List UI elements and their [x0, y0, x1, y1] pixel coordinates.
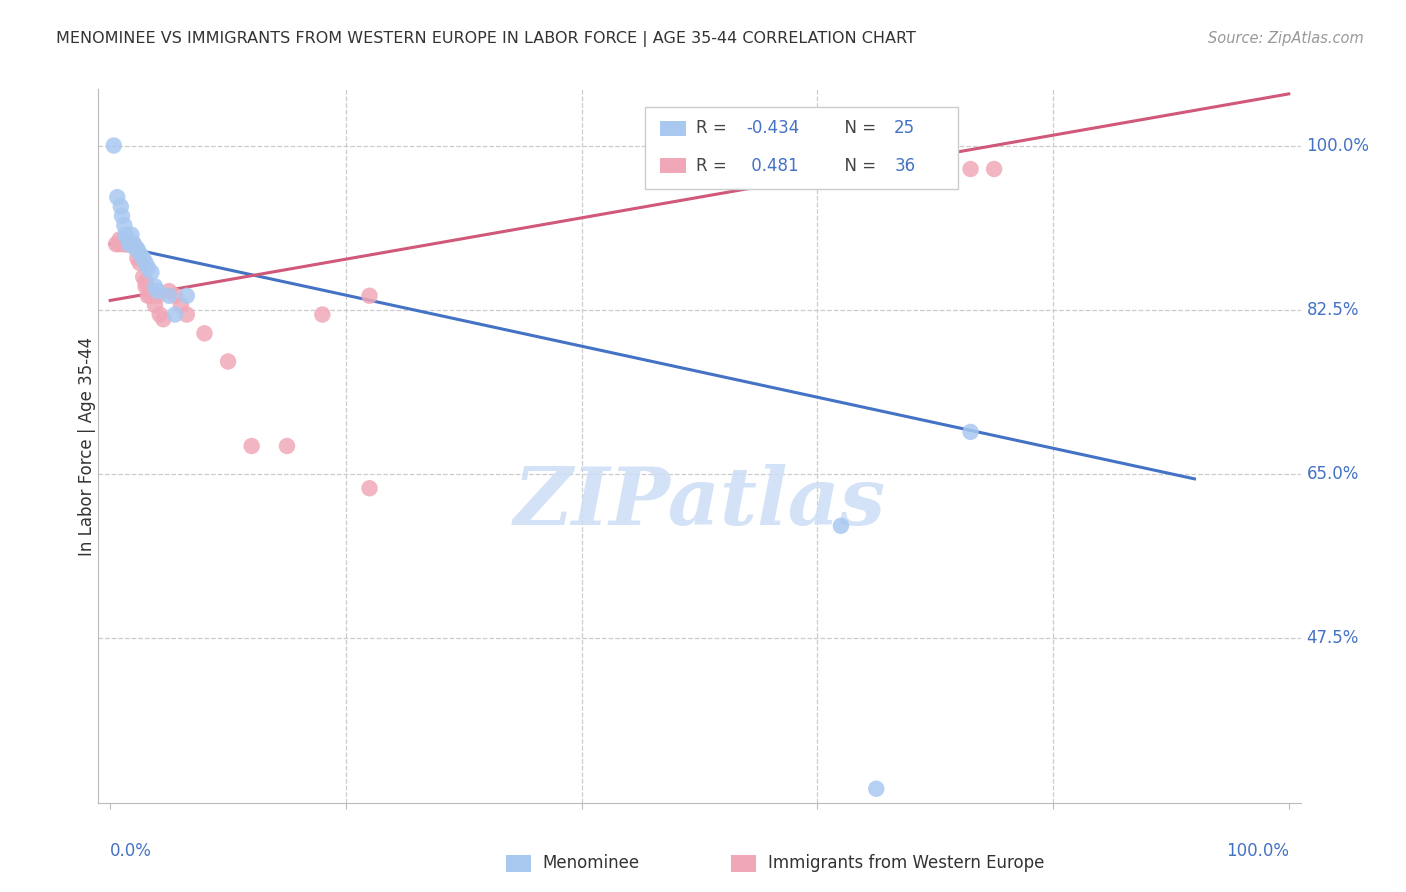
- Point: [959, 161, 981, 176]
- Text: -0.434: -0.434: [747, 120, 800, 137]
- Point: [128, 256, 150, 270]
- Text: N =: N =: [834, 120, 882, 137]
- Point: [127, 242, 149, 256]
- Point: [117, 237, 139, 252]
- Point: [118, 237, 141, 252]
- Point: [125, 242, 148, 256]
- Point: [120, 237, 142, 252]
- Point: [157, 289, 180, 303]
- Bar: [659, 158, 686, 173]
- Text: 25: 25: [894, 120, 915, 137]
- Point: [865, 781, 887, 796]
- Point: [157, 284, 180, 298]
- Point: [107, 237, 129, 252]
- Text: Source: ZipAtlas.com: Source: ZipAtlas.com: [1208, 31, 1364, 46]
- Point: [359, 289, 381, 303]
- Point: [163, 308, 186, 322]
- Point: [132, 270, 155, 285]
- Point: [240, 439, 263, 453]
- Text: Menominee: Menominee: [543, 855, 640, 872]
- Point: [111, 237, 134, 252]
- Point: [120, 227, 142, 242]
- Point: [108, 232, 131, 246]
- Point: [276, 439, 298, 453]
- Point: [163, 289, 186, 303]
- Point: [122, 237, 145, 252]
- Point: [959, 425, 981, 439]
- Point: [112, 237, 135, 252]
- Point: [217, 354, 239, 368]
- Point: [118, 237, 141, 252]
- Point: [830, 518, 852, 533]
- Point: [136, 289, 159, 303]
- Point: [143, 298, 166, 312]
- Text: ZIPatlas: ZIPatlas: [513, 465, 886, 541]
- Point: [149, 308, 172, 322]
- Point: [110, 200, 132, 214]
- Text: Immigrants from Western Europe: Immigrants from Western Europe: [768, 855, 1045, 872]
- Point: [105, 237, 128, 252]
- Text: 65.0%: 65.0%: [1306, 465, 1360, 483]
- Point: [103, 138, 125, 153]
- Bar: [645, 107, 957, 189]
- Point: [127, 251, 149, 265]
- Point: [139, 289, 162, 303]
- Point: [128, 246, 150, 260]
- Point: [983, 161, 1005, 176]
- Point: [359, 481, 381, 495]
- Text: 100.0%: 100.0%: [1306, 136, 1369, 154]
- Point: [311, 308, 333, 322]
- Point: [122, 237, 145, 252]
- Point: [105, 190, 128, 204]
- Point: [176, 289, 198, 303]
- Text: 0.0%: 0.0%: [110, 842, 152, 860]
- Point: [132, 251, 155, 265]
- Text: 100.0%: 100.0%: [1226, 842, 1289, 860]
- Point: [176, 308, 198, 322]
- Point: [143, 279, 166, 293]
- Point: [193, 326, 215, 341]
- Point: [135, 279, 157, 293]
- Point: [141, 265, 163, 279]
- Text: 47.5%: 47.5%: [1306, 630, 1360, 648]
- Point: [146, 289, 169, 303]
- Point: [111, 209, 134, 223]
- Point: [117, 237, 139, 252]
- Point: [152, 312, 174, 326]
- Point: [146, 284, 169, 298]
- Y-axis label: In Labor Force | Age 35-44: In Labor Force | Age 35-44: [79, 336, 96, 556]
- Point: [136, 260, 159, 275]
- Bar: [659, 120, 686, 136]
- Text: R =: R =: [696, 120, 733, 137]
- Point: [170, 298, 193, 312]
- Text: 0.481: 0.481: [747, 157, 799, 175]
- Point: [125, 242, 148, 256]
- Text: N =: N =: [834, 157, 882, 175]
- Point: [114, 227, 136, 242]
- Point: [135, 256, 157, 270]
- Point: [112, 219, 135, 233]
- Text: 82.5%: 82.5%: [1306, 301, 1360, 318]
- Point: [114, 237, 136, 252]
- Text: 36: 36: [894, 157, 915, 175]
- Point: [120, 237, 142, 252]
- Point: [117, 232, 139, 246]
- Point: [135, 275, 157, 289]
- Text: MENOMINEE VS IMMIGRANTS FROM WESTERN EUROPE IN LABOR FORCE | AGE 35-44 CORRELATI: MENOMINEE VS IMMIGRANTS FROM WESTERN EUR…: [56, 31, 917, 47]
- Text: R =: R =: [696, 157, 733, 175]
